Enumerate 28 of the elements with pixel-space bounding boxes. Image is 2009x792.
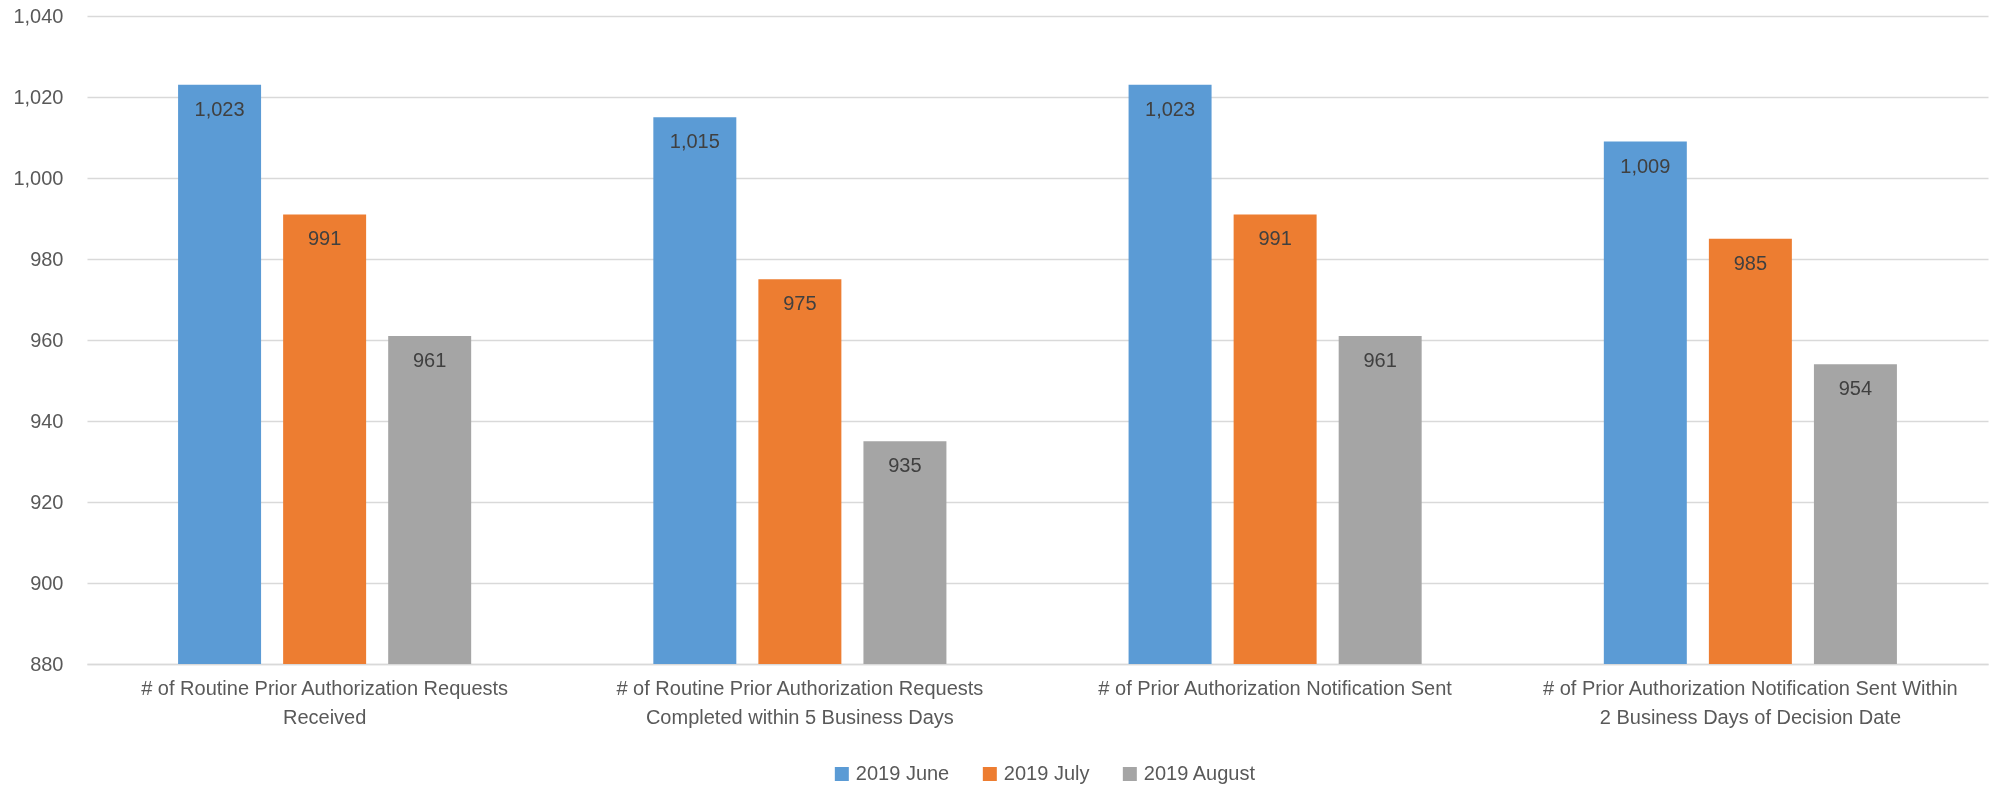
data-label: 954 [1838, 377, 1873, 400]
data-label: 1,009 [1620, 154, 1671, 177]
y-tick-label: 960 [30, 328, 64, 351]
legend-label: 2019 August [1143, 762, 1256, 784]
y-tick-label: 1,020 [13, 85, 64, 108]
data-label: 1,023 [1145, 97, 1196, 120]
x-tick-label: # of Routine Prior Authorization Requests Completed within 5 Business Days [616, 676, 984, 728]
y-tick-label: 980 [30, 247, 64, 270]
data-label: 961 [412, 348, 447, 371]
data-label: 935 [888, 454, 922, 477]
y-tick-label: 920 [30, 490, 64, 513]
x-tick-label: # of Prior Authorization Notification Sent [1098, 676, 1453, 699]
legend-label: 2019 June [855, 762, 950, 784]
data-label: 961 [1363, 348, 1397, 371]
legend-label: 2019 July [1003, 762, 1090, 784]
y-tick-label: 880 [30, 652, 64, 675]
y-tick-label: 1,040 [13, 4, 64, 27]
data-label: 985 [1733, 251, 1768, 274]
data-label: 975 [783, 292, 817, 315]
y-tick-label: 900 [30, 571, 64, 594]
data-label: 991 [307, 227, 342, 250]
data-label: 991 [1258, 227, 1292, 250]
data-label: 1,015 [669, 130, 720, 153]
x-tick-label: # of Prior Authorization Notification Sent Within 2 Business Days of Decision Date [1543, 676, 1958, 728]
y-tick-label: 1,000 [13, 166, 64, 189]
y-tick-label: 940 [30, 409, 64, 432]
x-tick-label: # of Routine Prior Authorization Requests Received [141, 676, 509, 728]
data-label: 1,023 [194, 97, 245, 120]
